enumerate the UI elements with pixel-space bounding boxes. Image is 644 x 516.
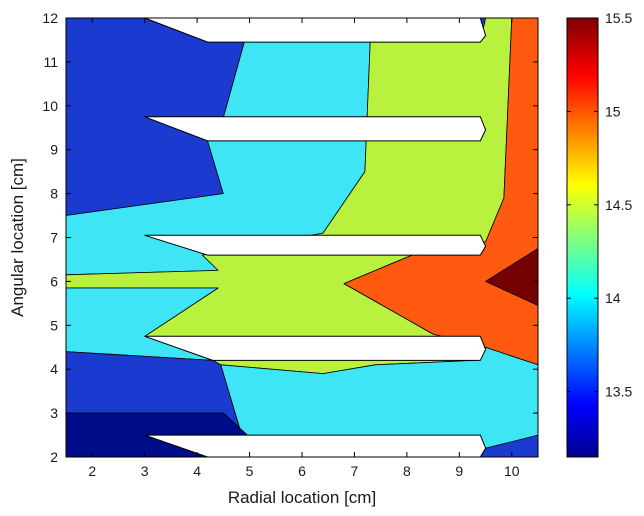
y-tick-label: 8 [50, 186, 58, 202]
y-tick-label: 9 [50, 142, 58, 158]
blank-slots [144, 17, 487, 458]
x-tick-label: 5 [246, 463, 254, 479]
x-tick-label: 10 [504, 463, 520, 479]
blank-slot-2 [144, 116, 487, 142]
x-tick-label: 6 [298, 463, 306, 479]
y-tick-label: 4 [50, 361, 58, 377]
y-tick-label: 11 [43, 54, 58, 70]
x-tick-label: 8 [403, 463, 411, 479]
colorbar-tick-label: 15 [605, 103, 621, 119]
colorbar-tick-label: 15.5 [605, 10, 632, 26]
x-axis-label: Radial location [cm] [228, 488, 376, 507]
blank-slot-4 [144, 335, 487, 361]
x-tick-label: 2 [88, 463, 96, 479]
y-tick-label: 2 [50, 449, 58, 465]
y-tick-label: 7 [50, 230, 58, 246]
y-tick-label: 6 [50, 273, 58, 289]
colorbar [566, 17, 599, 458]
y-tick-label: 3 [50, 405, 58, 421]
x-tick-label: 7 [351, 463, 359, 479]
colorbar-tick-label: 14 [605, 290, 621, 306]
y-tick-label: 10 [42, 98, 58, 114]
colorbar-tick-label: 14.5 [605, 197, 632, 213]
colorbar-ticks: 13.5 14 14.5 15 15.5 [567, 10, 632, 400]
blank-slot-3 [144, 234, 487, 256]
x-tick-label: 3 [141, 463, 149, 479]
y-tick-label: 12 [42, 10, 58, 26]
y-tick-label: 5 [50, 317, 58, 333]
y-axis-ticks: 2 3 4 5 6 7 8 9 10 11 12 [42, 10, 538, 465]
x-tick-label: 9 [455, 463, 463, 479]
x-axis-ticks: 2 3 4 5 6 7 8 9 10 [88, 18, 520, 479]
x-tick-label: 4 [193, 463, 201, 479]
colorbar-tick-label: 13.5 [605, 384, 632, 400]
y-axis-label: Angular location [cm] [8, 158, 27, 317]
